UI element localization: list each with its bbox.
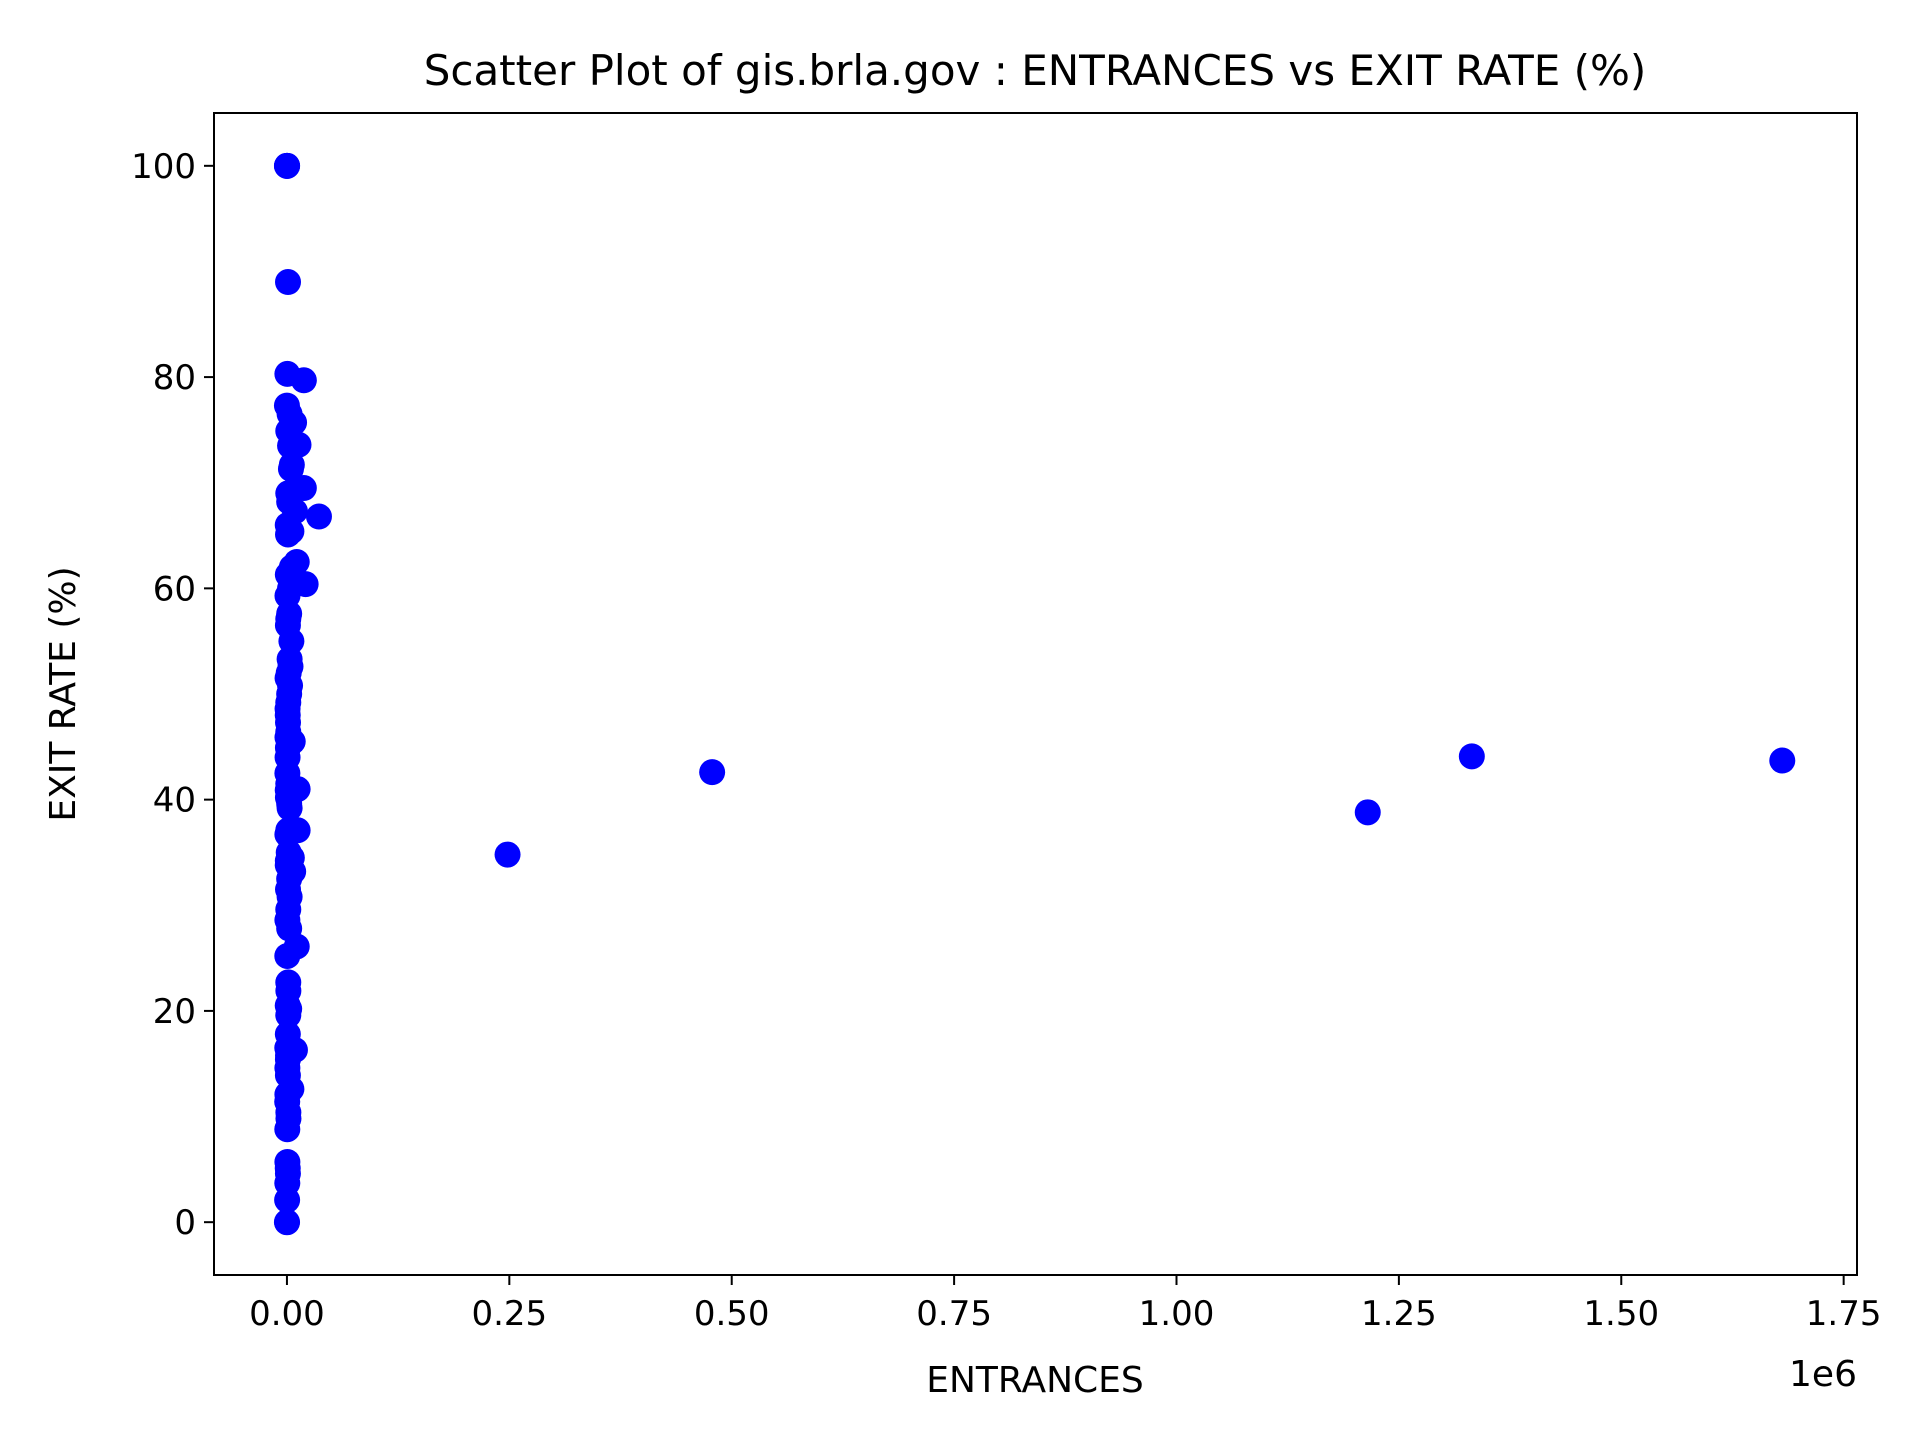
y-tick-label: 100 (131, 147, 196, 187)
data-point (284, 817, 311, 844)
y-axis-label: EXIT RATE (%) (43, 566, 84, 821)
data-point (290, 475, 317, 502)
data-point (274, 511, 301, 538)
x-tick-label: 0.00 (249, 1294, 325, 1334)
y-tick-label: 80 (153, 358, 196, 398)
data-point (699, 759, 726, 786)
data-point (278, 844, 305, 871)
data-point (1458, 743, 1485, 770)
data-point (274, 942, 301, 969)
plot-area-frame (213, 112, 1858, 1276)
data-point (494, 841, 521, 868)
data-point (275, 269, 302, 296)
x-tick-label: 1.50 (1583, 1294, 1659, 1334)
data-point (274, 152, 301, 179)
data-point (276, 795, 303, 822)
y-tick-label: 60 (153, 569, 196, 609)
y-tick-label: 40 (153, 781, 196, 821)
x-axis-offset-label: 1e6 (1789, 1354, 1857, 1395)
y-axis-ticks: 0 20 40 60 80 100 (131, 147, 214, 1243)
x-tick-label: 1.25 (1361, 1294, 1437, 1334)
chart-title: Scatter Plot of gis.brla.gov : ENTRANCES… (424, 46, 1647, 95)
data-point (305, 503, 332, 530)
data-point (273, 1209, 300, 1236)
data-point (274, 1186, 301, 1213)
x-axis-ticks: 0.00 0.25 0.50 0.75 1.00 1.25 1.50 1.75 (249, 1275, 1882, 1334)
data-point (1354, 799, 1381, 826)
x-tick-label: 0.75 (916, 1294, 992, 1334)
data-point (285, 431, 312, 458)
points-layer (273, 152, 1796, 1236)
x-tick-label: 1.75 (1806, 1294, 1882, 1334)
y-tick-label: 0 (174, 1203, 196, 1243)
x-tick-label: 0.25 (471, 1294, 547, 1334)
data-point (290, 367, 317, 394)
data-point (275, 1002, 302, 1029)
x-tick-label: 1.00 (1139, 1294, 1215, 1334)
data-point (277, 455, 304, 482)
data-point (274, 1116, 301, 1143)
y-tick-label: 20 (153, 992, 196, 1032)
x-tick-label: 0.50 (694, 1294, 770, 1334)
x-axis-label: ENTRANCES (926, 1360, 1144, 1401)
data-point (1769, 747, 1796, 774)
